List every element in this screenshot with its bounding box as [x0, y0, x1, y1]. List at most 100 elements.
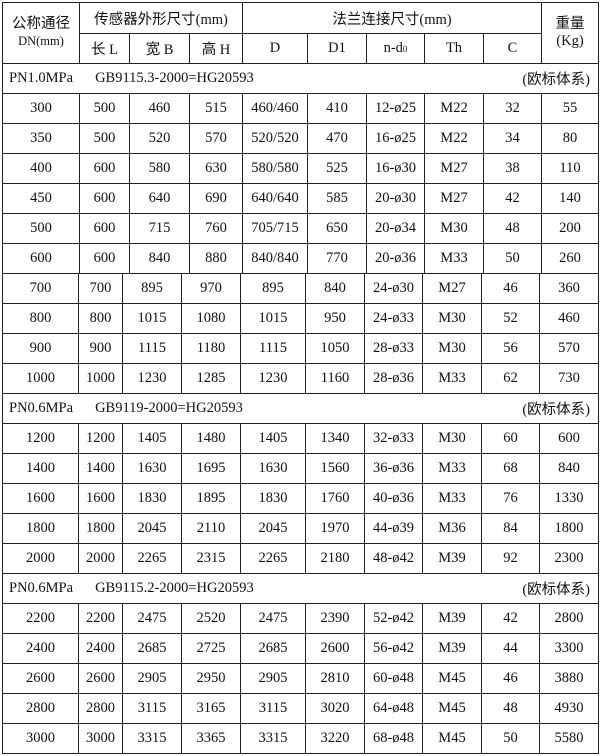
- cell-d1: 770: [308, 244, 367, 274]
- cell-d: 2475: [241, 604, 306, 634]
- cell-d1: 1760: [306, 484, 365, 514]
- cell-th: M33: [423, 484, 482, 514]
- cell-d: 580/580: [243, 154, 308, 184]
- cell-nd0: 40-ø36: [365, 484, 423, 514]
- cell-nd0: 16-ø25: [367, 124, 425, 154]
- cell-width: 2265: [123, 544, 182, 574]
- cell-weight: 260: [542, 244, 599, 274]
- cell-width: 520: [130, 124, 190, 154]
- cell-c: 50: [484, 244, 542, 274]
- cell-d1: 2390: [306, 604, 365, 634]
- cell-length: 600: [80, 184, 130, 214]
- cell-th: M30: [423, 304, 482, 334]
- cell-width: 715: [130, 214, 190, 244]
- cell-nd0: 52-ø42: [365, 604, 423, 634]
- cell-length: 3000: [79, 724, 123, 754]
- cell-length: 2000: [79, 544, 123, 574]
- cell-weight: 1800: [540, 514, 599, 544]
- cell-d1: 3220: [306, 724, 365, 754]
- section-header: PN1.0MPa GB9115.3-2000=HG20593 (欧标体系): [3, 64, 599, 94]
- table-row: 400 600 580 630 580/580 525 16-ø30 M27 38 110: [3, 154, 599, 184]
- flange-standard: GB9115.2-2000=HG20593: [95, 580, 254, 596]
- cell-th: M45: [423, 664, 482, 694]
- cell-length: 1800: [79, 514, 123, 544]
- flange-standard: GB9119-2000=HG20593: [95, 400, 243, 416]
- cell-length: 800: [79, 304, 123, 334]
- cell-d1: 1160: [306, 364, 365, 394]
- cell-c: 46: [482, 274, 540, 304]
- cell-width: 1230: [123, 364, 182, 394]
- cell-nd0: 24-ø30: [365, 274, 423, 304]
- cell-th: M33: [423, 364, 482, 394]
- cell-length: 500: [80, 124, 130, 154]
- cell-height: 3165: [182, 694, 241, 724]
- cell-th: M22: [425, 124, 484, 154]
- cell-weight: 80: [542, 124, 599, 154]
- col-header-th: Th: [425, 34, 484, 64]
- pressure-rating: PN0.6MPa: [9, 400, 74, 416]
- cell-dn: 600: [3, 244, 80, 274]
- standard-system: (欧标体系): [522, 402, 590, 418]
- cell-dn: 800: [3, 304, 79, 334]
- cell-d1: 650: [308, 214, 367, 244]
- cell-length: 2200: [79, 604, 123, 634]
- cell-d: 1015: [241, 304, 306, 334]
- cell-th: M39: [423, 634, 482, 664]
- table-row: 1600 1600 1830 1895 1830 1760 40-ø36 M33 76 1330: [3, 484, 599, 514]
- cell-c: 84: [482, 514, 540, 544]
- flange-standard: GB9115.3-2000=HG20593: [95, 70, 254, 86]
- flange-group-header: 法兰连接尺寸(mm): [243, 3, 542, 34]
- weight-label: 重量: [555, 16, 585, 32]
- cell-dn: 2600: [3, 664, 79, 694]
- cell-height: 630: [190, 154, 243, 184]
- cell-d: 520/520: [243, 124, 308, 154]
- cell-nd0: 60-ø48: [365, 664, 423, 694]
- table-row: 3000 3000 3315 3365 3315 3220 68-ø48 M45 50 5580: [3, 724, 599, 754]
- cell-width: 2905: [123, 664, 182, 694]
- cell-height: 570: [190, 124, 243, 154]
- cell-height: 970: [182, 274, 241, 304]
- cell-height: 1695: [182, 454, 241, 484]
- table-row: 900 900 1115 1180 1115 1050 28-ø33 M30 56 570: [3, 334, 599, 364]
- cell-d1: 1050: [306, 334, 365, 364]
- table-row: 2800 2800 3115 3165 3115 3020 64-ø48 M45 48 4930: [3, 694, 599, 724]
- cell-nd0: 64-ø48: [365, 694, 423, 724]
- cell-weight: 570: [540, 334, 599, 364]
- cell-d1: 2600: [306, 634, 365, 664]
- table-row: 2600 2600 2905 2950 2905 2810 60-ø48 M45 46 3880: [3, 664, 599, 694]
- cell-nd0: 20-ø30: [367, 184, 425, 214]
- cell-dn: 1800: [3, 514, 79, 544]
- cell-weight: 730: [540, 364, 599, 394]
- table-row: 1000 1000 1230 1285 1230 1160 28-ø36 M33 62 730: [3, 364, 599, 394]
- cell-height: 2725: [182, 634, 241, 664]
- cell-length: 900: [79, 334, 123, 364]
- cell-width: 1830: [123, 484, 182, 514]
- cell-height: 1180: [182, 334, 241, 364]
- cell-nd0: 36-ø36: [365, 454, 423, 484]
- cell-d: 1830: [241, 484, 306, 514]
- cell-d1: 410: [308, 94, 367, 124]
- cell-c: 48: [482, 694, 540, 724]
- cell-width: 1015: [123, 304, 182, 334]
- table-body: PN1.0MPa GB9115.3-2000=HG20593 (欧标体系) 300 50…: [3, 64, 599, 754]
- dn-unit: DN(mm): [18, 34, 64, 48]
- cell-length: 700: [79, 274, 123, 304]
- col-header-length: 长 L: [80, 34, 130, 64]
- cell-d1: 1970: [306, 514, 365, 544]
- cell-d: 1115: [241, 334, 306, 364]
- col-header-height: 高 H: [190, 34, 243, 64]
- table-row: 2000 2000 2265 2315 2265 2180 48-ø42 M39 92 2300: [3, 544, 599, 574]
- cell-width: 580: [130, 154, 190, 184]
- cell-d: 2685: [241, 634, 306, 664]
- cell-th: M27: [425, 184, 484, 214]
- cell-nd0: 20-ø34: [367, 214, 425, 244]
- weight-unit: (Kg): [556, 33, 584, 49]
- cell-d1: 3020: [306, 694, 365, 724]
- cell-width: 2475: [123, 604, 182, 634]
- cell-dn: 3000: [3, 724, 79, 754]
- cell-nd0: 32-ø33: [365, 424, 423, 454]
- cell-length: 2600: [79, 664, 123, 694]
- col-header-d1: D1: [308, 34, 367, 64]
- cell-c: 48: [484, 214, 542, 244]
